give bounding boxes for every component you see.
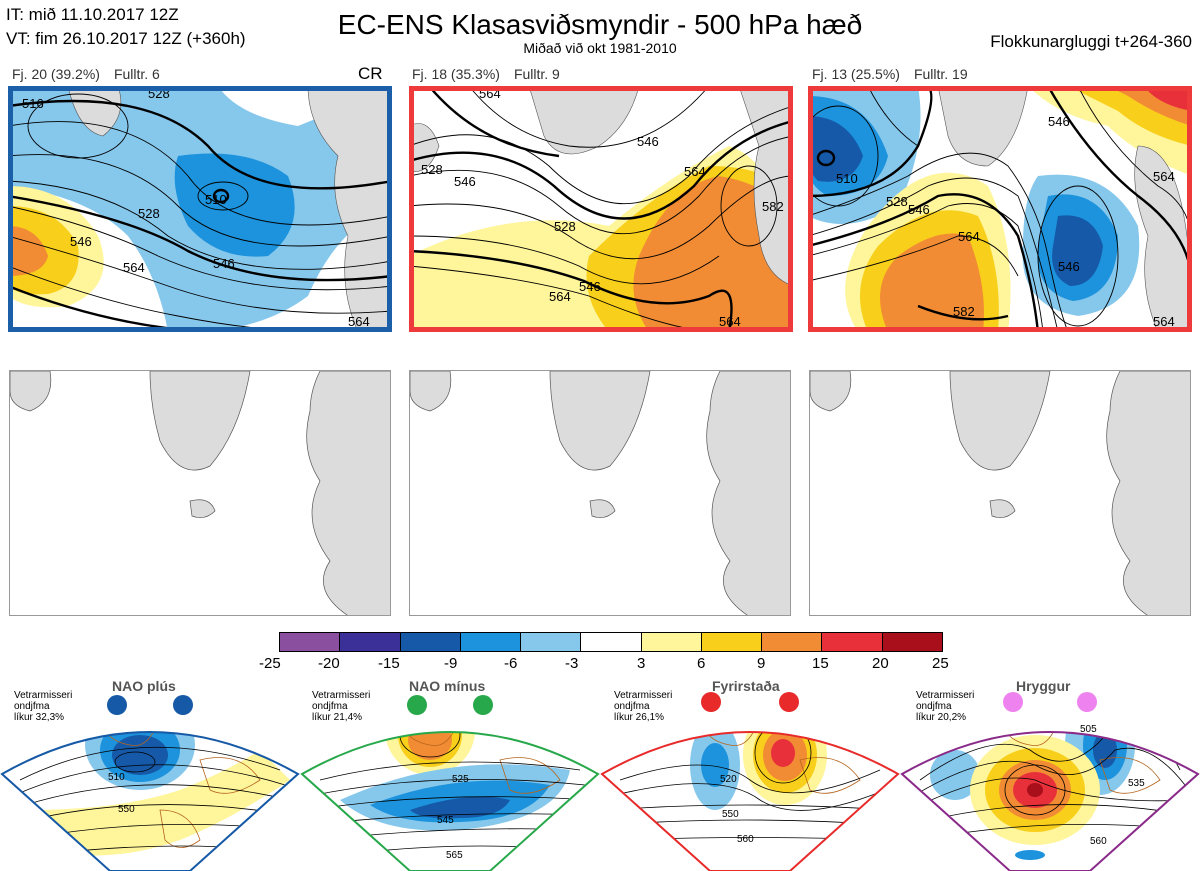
cluster-1-contour-label: 528 [138, 206, 160, 221]
cluster-1-size: Fj. 20 (39.2%) [12, 66, 100, 82]
regime-2-title: NAO mínus [409, 678, 486, 694]
colorbar-tick: -20 [318, 655, 340, 672]
cluster-3-contour-label: 564 [1153, 169, 1175, 184]
colorbar-swatch [521, 633, 582, 651]
colorbar-swatch [762, 633, 823, 651]
colorbar-tick: -15 [378, 655, 400, 672]
colorbar-swatch [701, 633, 763, 651]
regime-1-label: 510 [108, 772, 125, 783]
regime-4-note: Vetrarmisseri ondjfma líkur 20,2% [916, 690, 975, 723]
regime-1-note: Vetrarmisseri ondjfma líkur 32,3% [14, 690, 73, 723]
regime-4-label: 505 [1080, 724, 1097, 735]
anomaly-colorbar [279, 632, 943, 652]
colorbar-tick: 15 [812, 655, 829, 672]
cluster-2-contour-label: 528 [421, 162, 443, 177]
init-time: IT: mið 11.10.2017 12Z [6, 5, 179, 24]
cluster-2-label: Fj. 18 (35.3%) Fulltr. 9 [412, 66, 560, 82]
colorbar-swatch [581, 633, 642, 651]
cluster-3-map: 546 564 510 528 546 564 546 582 564 [808, 86, 1192, 332]
cluster-3-contour-label: 528 [886, 194, 908, 209]
colorbar-tick: -3 [565, 655, 579, 672]
colorbar-tick: -25 [259, 655, 281, 672]
colorbar-swatch [340, 633, 401, 651]
cluster-1-contour-label: 546 [213, 256, 235, 271]
colorbar-swatch [280, 633, 341, 651]
colorbar-tick: -6 [504, 655, 518, 672]
colorbar-swatch [822, 633, 883, 651]
page-subtitle: Miðað við okt 1981-2010 [523, 40, 677, 56]
cluster-1-contour-label: 510 [205, 192, 227, 207]
colorbar-tick: 6 [697, 655, 706, 672]
cluster-1-representative: Fulltr. 6 [113, 66, 160, 82]
cluster-2-contour-label: 582 [762, 199, 784, 214]
regime-2-note: Vetrarmisseri ondjfma líkur 21,4% [312, 690, 371, 723]
regime-2-label: 525 [452, 774, 469, 785]
cluster-3-contour-label: 510 [836, 171, 858, 186]
cluster-2-size: Fj. 18 (35.3%) [412, 66, 500, 82]
regime-2-map: 525 545 565 [300, 695, 600, 871]
cluster-1-contour-label: 564 [348, 314, 370, 329]
empty-map-1 [9, 370, 391, 616]
regime-4-label: 560 [1090, 836, 1107, 847]
regime-3-label: 550 [722, 809, 739, 820]
cluster-2-map: 528 546 528 546 564 546 564 564 582 564 [409, 86, 793, 332]
cluster-1-tag: CR [358, 64, 383, 83]
empty-map-3 [809, 370, 1191, 616]
cluster-3-contour-label: 564 [958, 229, 980, 244]
regime-1-map: 510 550 [0, 695, 300, 871]
page-title: EC-ENS Klasasviðsmyndir - 500 hPa hæð [337, 9, 863, 40]
colorbar-tick: 25 [932, 655, 949, 672]
regime-2-label: 565 [446, 850, 463, 861]
cluster-2-contour-label: 528 [554, 219, 576, 234]
cluster-3-contour-label: 546 [908, 202, 930, 217]
colorbar-swatch [460, 633, 522, 651]
cluster-1-contour-label: 516 [22, 96, 44, 111]
cluster-3-contour-label: 546 [1058, 259, 1080, 274]
colorbar-swatch [400, 633, 461, 651]
regime-3-label: 520 [720, 774, 737, 785]
colorbar-tick: -9 [444, 655, 458, 672]
regime-2-label: 545 [437, 815, 454, 826]
regime-3-map: 520 550 560 [600, 692, 900, 871]
cluster-1-contour-label: 546 [70, 234, 92, 249]
cluster-2-representative: Fulltr. 9 [513, 66, 560, 82]
regime-4-title: Hryggur [1016, 678, 1071, 694]
cluster-2-contour-label: 564 [719, 314, 741, 329]
regime-3-label: 560 [737, 834, 754, 845]
cluster-2-contour-label: 564 [684, 164, 706, 179]
colorbar-tick: 9 [757, 655, 766, 672]
cluster-2-contour-label: 564 [549, 289, 571, 304]
cluster-1-contour-label: 564 [123, 260, 145, 275]
cluster-3-contour-label: 564 [1153, 314, 1175, 329]
colorbar-swatch [882, 633, 942, 651]
regime-1-title: NAO plús [112, 678, 176, 694]
cluster-2-contour-label: 546 [579, 279, 601, 294]
cluster-1-map: 516 528 546 564 510 528 546 564 [8, 86, 392, 332]
cluster-1-label: Fj. 20 (39.2%) Fulltr. 6 [12, 66, 160, 82]
colorbar-swatch [641, 633, 702, 651]
cluster-3-size: Fj. 13 (25.5%) [812, 66, 900, 82]
cluster-3-representative: Fulltr. 19 [913, 66, 968, 82]
cluster-2-contour-label: 546 [454, 174, 476, 189]
empty-map-2 [409, 370, 791, 616]
cluster-3-contour-label: 546 [1048, 114, 1070, 129]
cluster-2-contour-label: 564 [479, 86, 501, 101]
cluster-2-contour-label: 546 [637, 134, 659, 149]
cluster-3-contour-label: 582 [953, 304, 975, 319]
cluster-1-contour-label: 528 [148, 86, 170, 101]
colorbar-tick: 3 [637, 655, 646, 672]
cluster-3-label: Fj. 13 (25.5%) Fulltr. 19 [812, 66, 968, 82]
regime-1-label: 550 [118, 804, 135, 815]
classification-window: Flokkunargluggi t+264-360 [990, 32, 1192, 51]
valid-time: VT: fim 26.10.2017 12Z (+360h) [6, 29, 246, 48]
regime-4-label: 535 [1128, 778, 1145, 789]
regime-3-title: Fyrirstaða [712, 678, 780, 694]
colorbar-tick: 20 [872, 655, 889, 672]
regime-4-map: 505 535 560 [900, 692, 1200, 871]
regime-3-note: Vetrarmisseri ondjfma líkur 26,1% [614, 690, 673, 723]
